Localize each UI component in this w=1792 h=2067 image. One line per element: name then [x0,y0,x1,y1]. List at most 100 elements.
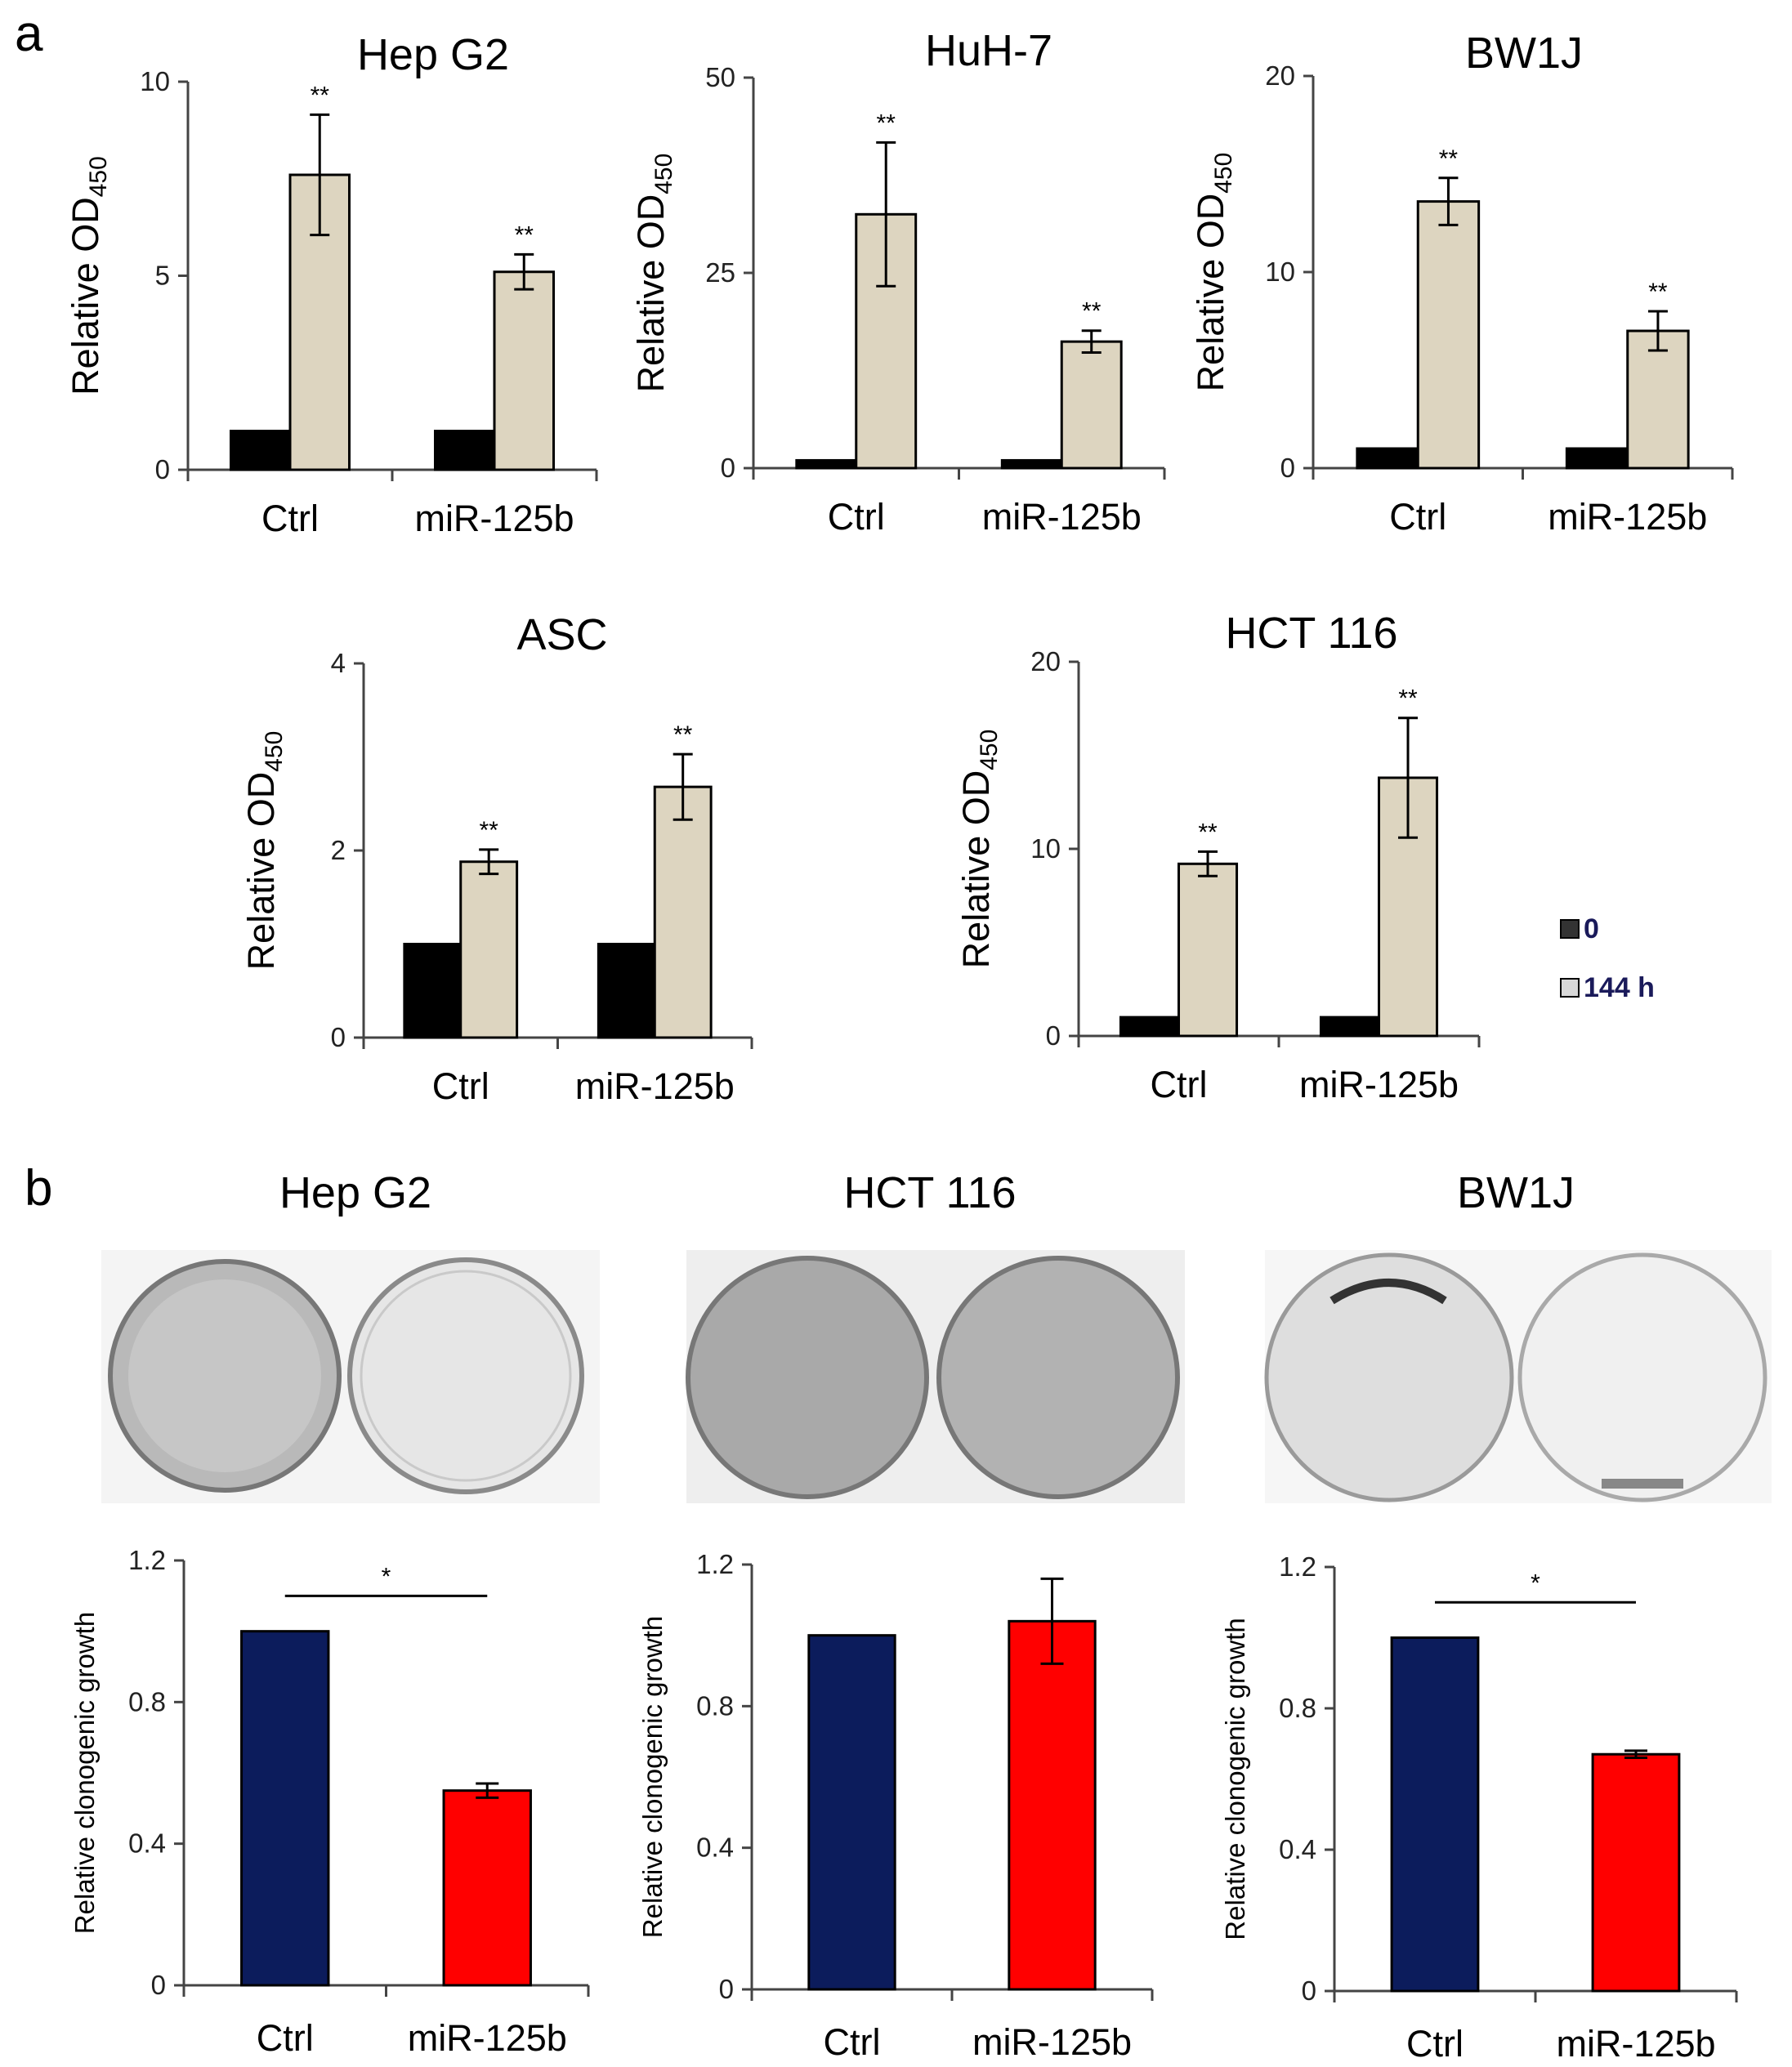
y-tick-label: 0.4 [1279,1834,1316,1864]
bar-ctrl [240,1630,330,1987]
legend-swatch-144h [1560,978,1580,998]
chart-hct116-clonogenic: 0 0.4 0.8 1.2 Ctrl miR-125b Relative clonogeni… [637,1549,1154,2063]
y-axis-label: Relative OD450 [955,730,1003,969]
plate-mir125b [936,1256,1180,1499]
y-axis-label: Relative clonogenic growth [637,1616,668,1938]
x-category-label: Ctrl [824,2021,881,2063]
y-tick-label: 50 [705,62,735,92]
y-axis-label-main: Relative OD [240,772,282,971]
legend-swatch-0 [1560,919,1580,939]
y-tick-label: 5 [155,261,170,291]
chart-title: BW1J [1465,29,1583,78]
plate-photo-hct116 [686,1250,1185,1503]
significance-mark: ** [1648,279,1668,306]
bar-144h [1626,329,1690,470]
y-tick-label: 0.8 [1279,1693,1316,1723]
y-tick-label: 0 [151,1970,166,2000]
significance-mark: ** [515,221,534,248]
plate-mir125b [347,1257,584,1494]
x-category-label: Ctrl [1389,496,1446,538]
legend-label-144h: 144 h [1584,972,1655,1003]
y-axis-label-sub: 450 [976,730,1003,770]
chart-hepg2-clonogenic: 0 0.4 0.8 1.2 Ctrl miR-125b Relative clonogeni… [69,1545,590,2059]
y-axis-label-sub: 450 [650,154,677,194]
y-axis-label-main: Relative OD [630,194,672,393]
x-category-label: Ctrl [1406,2023,1464,2065]
bar-144h [1178,862,1239,1038]
bar-0h [434,430,496,471]
y-axis-label-sub: 450 [85,156,112,197]
bar-0h [1000,458,1063,470]
y-axis-label-main: Relative OD [1190,194,1231,392]
y-tick-label: 0 [1280,453,1295,483]
significance-mark: ** [480,817,499,844]
bar-0h [1356,447,1419,470]
bar-144h [1060,340,1123,470]
plate-title-hct116: HCT 116 [843,1168,1016,1217]
y-tick-label: 0 [721,453,735,483]
x-category-label: Ctrl [432,1065,489,1107]
significance-mark: ** [1398,685,1418,712]
bar-0h [1319,1016,1380,1038]
y-tick-label: 25 [705,257,735,288]
chart-bw1j-od: 0 10 20 Ctrl miR-125b BW1J Relative OD450 ** ** [1190,29,1734,538]
significance-mark: ** [877,109,896,136]
y-tick-label: 0.4 [128,1828,166,1859]
significance-mark: ** [673,721,693,748]
plate-ctrl [1264,1252,1514,1502]
y-tick-label: 20 [1265,60,1295,91]
bar-144h [459,860,519,1039]
plate-ctrl [686,1256,929,1499]
y-tick-label: 0 [1046,1020,1061,1051]
y-tick-label: 0 [331,1022,346,1052]
significance-mark: * [382,1563,391,1590]
bar-0h [1119,1016,1180,1038]
y-tick-label: 2 [331,835,346,865]
x-category-label: miR-125b [972,2021,1132,2063]
plate-title-hepg2: Hep G2 [279,1168,431,1217]
y-tick-label: 10 [1265,257,1295,287]
y-tick-label: 10 [140,66,170,96]
bar-144h [653,785,713,1039]
significance-mark: ** [311,82,330,109]
x-category-label: Ctrl [1151,1064,1208,1105]
chart-title: HCT 116 [1225,609,1397,658]
x-category-label: miR-125b [982,496,1142,538]
y-axis-label-sub: 450 [261,731,288,772]
y-tick-label: 0 [1302,1975,1316,2006]
x-category-label: miR-125b [414,498,574,539]
bar-mir125b [442,1789,532,1987]
chart-hct116-od: 0 10 20 Ctrl miR-125b HCT 116 Relative OD450 **… [955,609,1481,1105]
bar-0h [1565,447,1629,470]
y-axis-label-sub: 450 [1210,153,1237,194]
legend: 0 144 h [1560,913,1655,1003]
x-category-label: Ctrl [261,498,319,539]
chart-title: Hep G2 [357,30,509,79]
panel-label-a: a [15,6,43,62]
x-category-label: miR-125b [575,1065,735,1107]
y-axis-label-main: Relative OD [65,197,106,395]
significance-mark: ** [1198,819,1218,846]
y-tick-label: 0 [155,454,170,484]
y-tick-label: 0.8 [696,1690,734,1721]
plate-mir125b [1517,1252,1767,1502]
y-tick-label: 0.4 [696,1833,734,1863]
x-category-label: miR-125b [1299,1064,1459,1105]
plate-title-bw1j: BW1J [1457,1168,1575,1217]
y-tick-label: 4 [331,648,346,678]
plate-photo-bw1j [1264,1250,1772,1503]
chart-hepg2-od: 0 5 10 Ctrl miR-125b Hep G2 Relative OD450 ** ** [65,30,598,539]
significance-mark: ** [1439,145,1459,172]
y-tick-label: 1.2 [128,1545,166,1575]
y-axis-label-main: Relative OD [955,770,997,969]
y-axis-label: Relative clonogenic growth [1220,1618,1250,1940]
y-tick-label: 1.2 [1279,1551,1316,1582]
x-category-label: Ctrl [828,496,885,538]
y-tick-label: 20 [1030,646,1061,676]
significance-mark: ** [1082,298,1102,325]
chart-bw1j-clonogenic: 0 0.4 0.8 1.2 Ctrl miR-125b Relative clonogeni… [1220,1551,1738,2065]
bar-ctrl [1390,1636,1480,1993]
x-category-label: Ctrl [257,2017,314,2059]
bar-144h [493,270,555,471]
